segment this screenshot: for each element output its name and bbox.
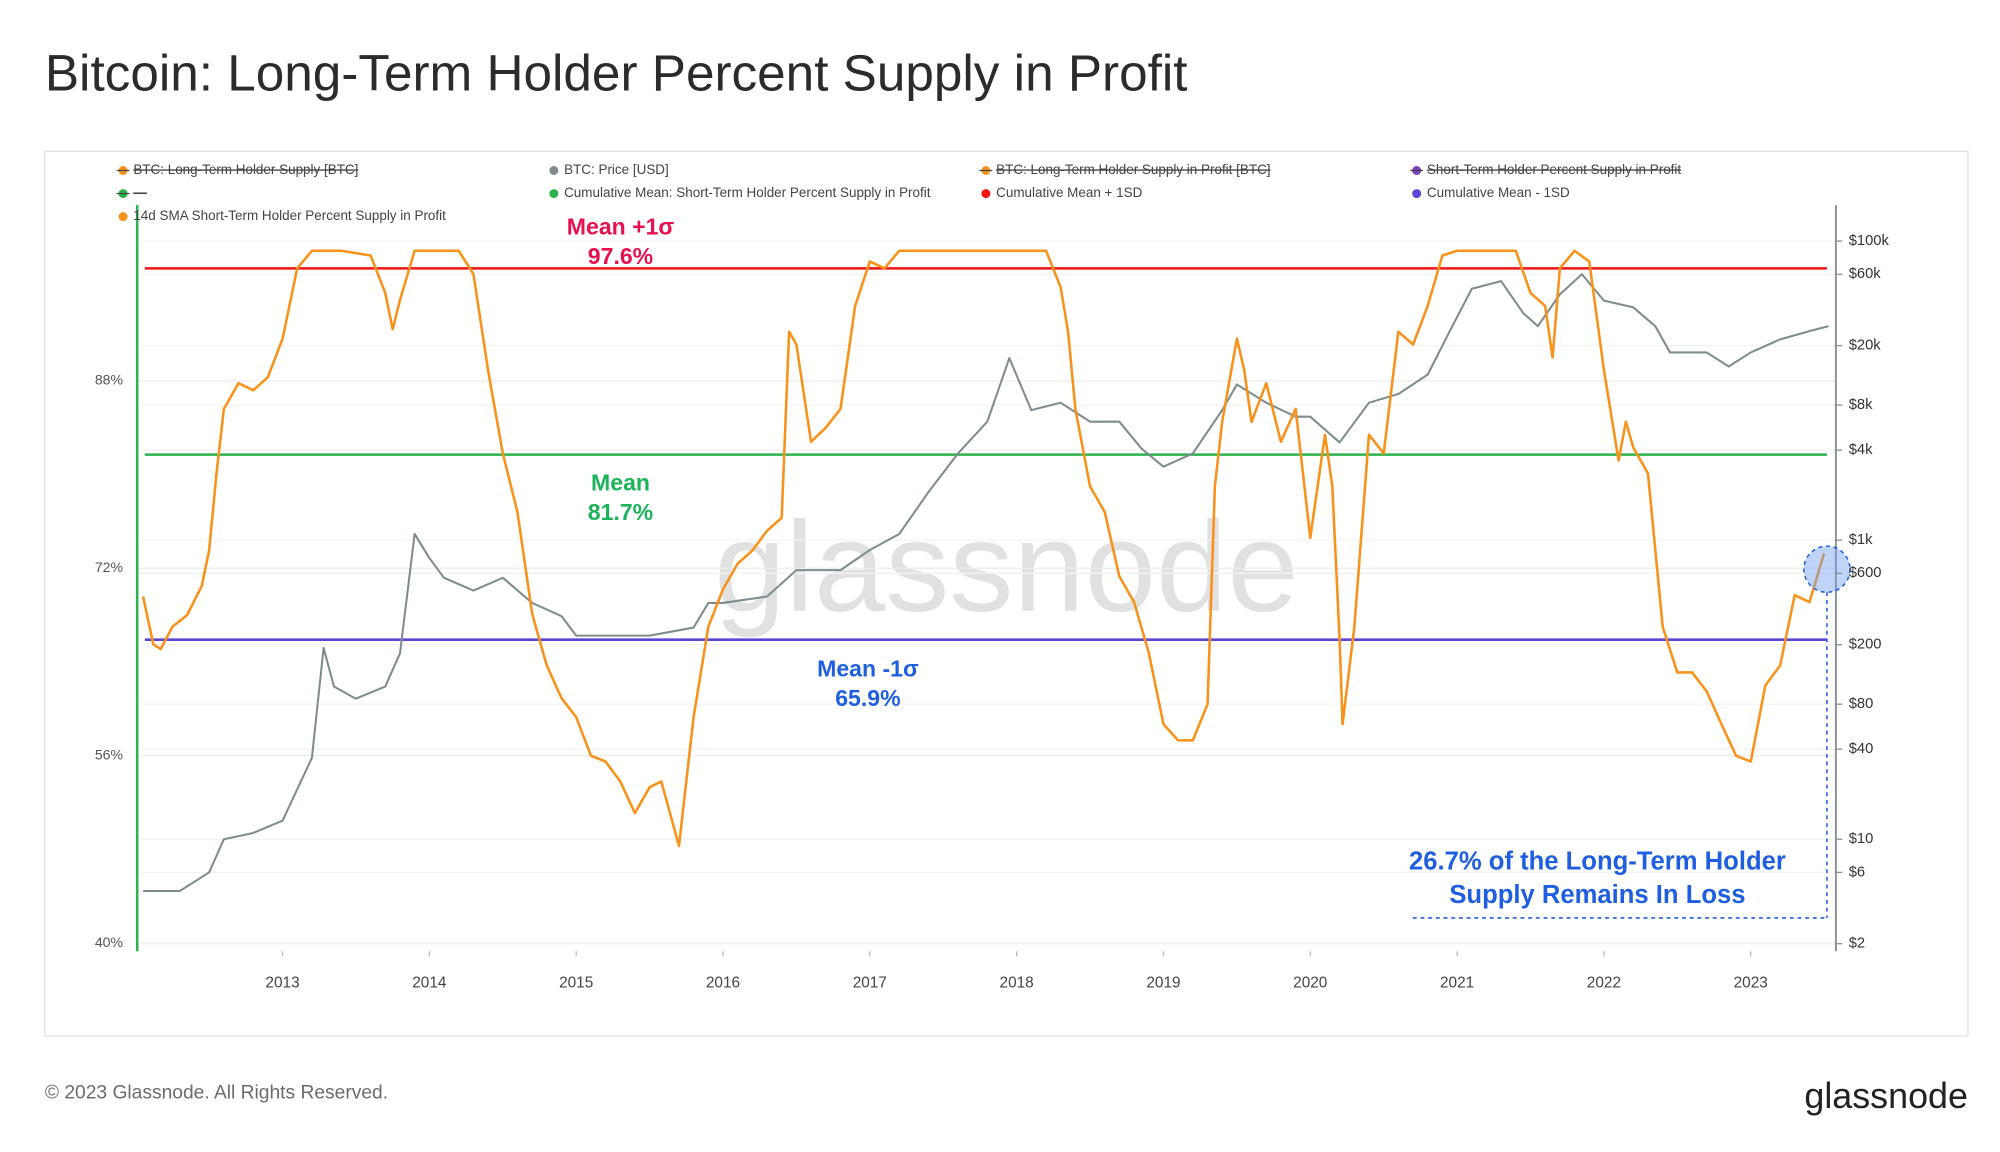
reference-label: Mean +1σ bbox=[567, 213, 675, 239]
x-tick-label: 2013 bbox=[265, 974, 299, 991]
y2-tick-label: $100k bbox=[1849, 233, 1890, 249]
y2-tick-label: $4k bbox=[1849, 442, 1873, 458]
legend-entry: BTC: Long-Term Holder Supply in Profit [… bbox=[996, 162, 1270, 177]
legend-entry: Short-Term Holder Percent Supply in Prof… bbox=[1427, 162, 1681, 177]
legend-swatch bbox=[549, 166, 559, 175]
y2-tick-label: $20k bbox=[1849, 338, 1882, 354]
legend-swatch bbox=[549, 189, 559, 199]
y-tick-label: 40% bbox=[95, 934, 124, 950]
y2-tick-label: $1k bbox=[1849, 532, 1873, 548]
reference-label: Mean bbox=[591, 470, 650, 496]
legend-entry: Cumulative Mean: Short-Term Holder Perce… bbox=[564, 185, 931, 200]
x-tick-label: 2018 bbox=[1000, 974, 1034, 991]
series-line bbox=[143, 273, 1829, 893]
watermark: glassnode bbox=[714, 496, 1298, 639]
y2-tick-label: $8k bbox=[1849, 397, 1873, 413]
reference-value-label: 65.9% bbox=[835, 685, 900, 711]
y2-tick-label: $80 bbox=[1849, 696, 1874, 712]
legend-entry: Cumulative Mean + 1SD bbox=[996, 185, 1142, 200]
footer: © 2023 Glassnode. All Rights Reserved. bbox=[45, 1083, 388, 1104]
x-tick-label: 2021 bbox=[1440, 974, 1474, 991]
y2-tick-label: $40 bbox=[1849, 741, 1874, 757]
y2-tick-label: $60k bbox=[1849, 266, 1882, 282]
legend-entry: 14d SMA Short-Term Holder Percent Supply… bbox=[133, 208, 446, 223]
reference-value-label: 81.7% bbox=[588, 499, 653, 525]
x-tick-label: 2016 bbox=[706, 974, 740, 991]
y2-tick-label: $10 bbox=[1849, 831, 1874, 847]
legend-entry: BTC: Price [USD] bbox=[564, 162, 669, 177]
reference-value-label: 97.6% bbox=[588, 243, 653, 269]
legend-entry: BTC: Long-Term Holder Supply [BTC] bbox=[133, 162, 358, 177]
grid bbox=[137, 240, 1836, 945]
x-tick-label: 2019 bbox=[1146, 974, 1180, 991]
y2-tick-label: $200 bbox=[1849, 637, 1882, 653]
callout-text: 26.7% of the Long-Term Holder bbox=[1409, 848, 1786, 876]
y-tick-label: 56% bbox=[95, 746, 124, 762]
x-tick-label: 2017 bbox=[853, 974, 887, 991]
x-tick-label: 2022 bbox=[1587, 974, 1621, 991]
x-tick-label: 2020 bbox=[1293, 974, 1327, 991]
x-tick-label: 2023 bbox=[1734, 974, 1768, 991]
series-line bbox=[141, 249, 1826, 848]
plot-area bbox=[141, 249, 1829, 893]
y-tick-label: 72% bbox=[95, 559, 124, 575]
y2-tick-label: $2 bbox=[1849, 936, 1865, 952]
legend-entry: — bbox=[133, 185, 147, 200]
y2-tick-label: $600 bbox=[1849, 565, 1882, 581]
y2-tick-label: $6 bbox=[1849, 864, 1865, 880]
legend-swatch bbox=[1412, 189, 1422, 199]
callout-circle bbox=[1803, 545, 1851, 594]
y-tick-label: 88% bbox=[95, 372, 124, 388]
x-tick-label: 2014 bbox=[412, 974, 447, 991]
chart-frame bbox=[44, 150, 1969, 1037]
legend-swatch bbox=[118, 212, 128, 222]
legend-swatch bbox=[981, 189, 991, 199]
chart-title: Bitcoin: Long-Term Holder Percent Supply… bbox=[45, 44, 1188, 101]
callout-text: Supply Remains In Loss bbox=[1449, 881, 1745, 909]
x-tick-label: 2015 bbox=[559, 974, 593, 991]
reference-label: Mean -1σ bbox=[817, 656, 919, 682]
legend-entry: Cumulative Mean - 1SD bbox=[1427, 185, 1570, 200]
brand: glassnode bbox=[1804, 1076, 1968, 1116]
